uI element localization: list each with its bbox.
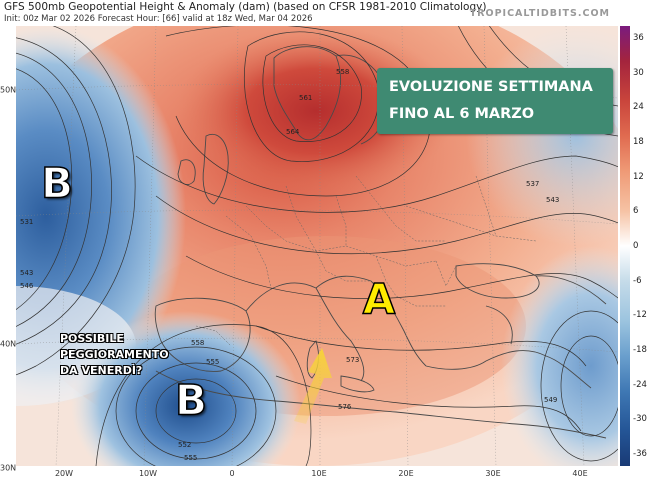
lon-label: 0 bbox=[229, 469, 235, 478]
contour-label: 564 bbox=[286, 128, 300, 136]
anomaly-colorbar bbox=[620, 26, 630, 466]
contour-label: 558 bbox=[191, 339, 204, 347]
low-pressure-label: B bbox=[40, 158, 74, 209]
colorbar-tick-label: -30 bbox=[633, 414, 647, 425]
colorbar-tick-label: 12 bbox=[633, 171, 644, 182]
colorbar-tick-label: -36 bbox=[633, 449, 647, 459]
colorbar-tick-label: 30 bbox=[633, 67, 644, 78]
colorbar-tick-label: -24 bbox=[633, 379, 647, 390]
lon-label: 10E bbox=[311, 469, 327, 478]
iberia-cold-anomaly bbox=[71, 311, 301, 466]
coastlines bbox=[154, 46, 607, 439]
lat-label: 30N bbox=[0, 463, 17, 473]
contour-label: 537 bbox=[526, 180, 539, 188]
lon-label: 20W bbox=[54, 469, 74, 478]
annotation-line-2: FINO AL 6 MARZO bbox=[389, 106, 535, 122]
contour-label: 531 bbox=[20, 218, 33, 226]
colorbar-tick-label: -6 bbox=[633, 275, 642, 286]
contour-label: 555 bbox=[184, 454, 197, 462]
annotation-line-1: EVOLUZIONE SETTIMANA bbox=[389, 79, 593, 95]
lon-label: 10W bbox=[138, 469, 158, 478]
lon-label: 30E bbox=[485, 469, 501, 478]
high-pressure-label: A bbox=[362, 274, 396, 325]
contour-label: 543 bbox=[20, 269, 33, 277]
brand-watermark: TROPICALTIDBITS.COM bbox=[469, 8, 610, 19]
colorbar-tick-label: 0 bbox=[633, 241, 639, 251]
contour-label: 543 bbox=[546, 196, 559, 204]
contour-label: 555 bbox=[206, 358, 219, 366]
contour-label: 546 bbox=[20, 282, 34, 290]
arrow-icon bbox=[294, 348, 332, 424]
lon-label: 40E bbox=[572, 469, 588, 478]
colorbar-tick-label: 36 bbox=[633, 33, 644, 43]
map-title: GFS 500mb Geopotential Height & Anomaly … bbox=[4, 1, 487, 13]
contour-label: 576 bbox=[338, 403, 352, 411]
lat-lon-grid bbox=[16, 26, 618, 466]
contour-label: 573 bbox=[346, 356, 359, 364]
contour-label: 561 bbox=[299, 94, 312, 102]
map-header: GFS 500mb Geopotential Height & Anomaly … bbox=[0, 0, 650, 26]
colorbar-labels: 36 30 24 18 12 6 0 -6 -12 -18 -24 -30 -36 bbox=[632, 26, 650, 466]
contour-label: 549 bbox=[544, 396, 557, 404]
warning-line-3: DA VENERDÌ? bbox=[60, 364, 143, 377]
lat-label: 40N bbox=[0, 339, 17, 349]
contour-label: 552 bbox=[178, 441, 191, 449]
lon-label: 20E bbox=[398, 469, 414, 478]
colorbar-tick-label: -12 bbox=[633, 310, 647, 321]
lat-label: 50N bbox=[0, 85, 17, 95]
colorbar-tick-label: 18 bbox=[633, 137, 644, 147]
colorbar-tick-label: 6 bbox=[633, 206, 639, 217]
contour-label: 558 bbox=[336, 68, 349, 76]
low-pressure-label: B bbox=[174, 375, 208, 426]
map-subtitle: Init: 00z Mar 02 2026 Forecast Hour: [66… bbox=[4, 14, 313, 24]
colorbar-tick-label: -18 bbox=[633, 345, 647, 355]
middle-east-cold-anomaly bbox=[501, 246, 618, 466]
annotation-box: EVOLUZIONE SETTIMANA FINO AL 6 MARZO bbox=[377, 68, 613, 134]
colorbar-tick-label: 24 bbox=[633, 102, 644, 113]
contour-labels: 558 561 564 537 543 531 543 546 558 555 … bbox=[20, 68, 559, 462]
warning-line-1: POSSIBILE bbox=[60, 332, 124, 345]
warning-line-2: PEGGIORAMENTO bbox=[60, 348, 169, 361]
warning-text: POSSIBILE PEGGIORAMENTO DA VENERDÌ? bbox=[60, 331, 169, 379]
country-borders bbox=[195, 175, 537, 347]
